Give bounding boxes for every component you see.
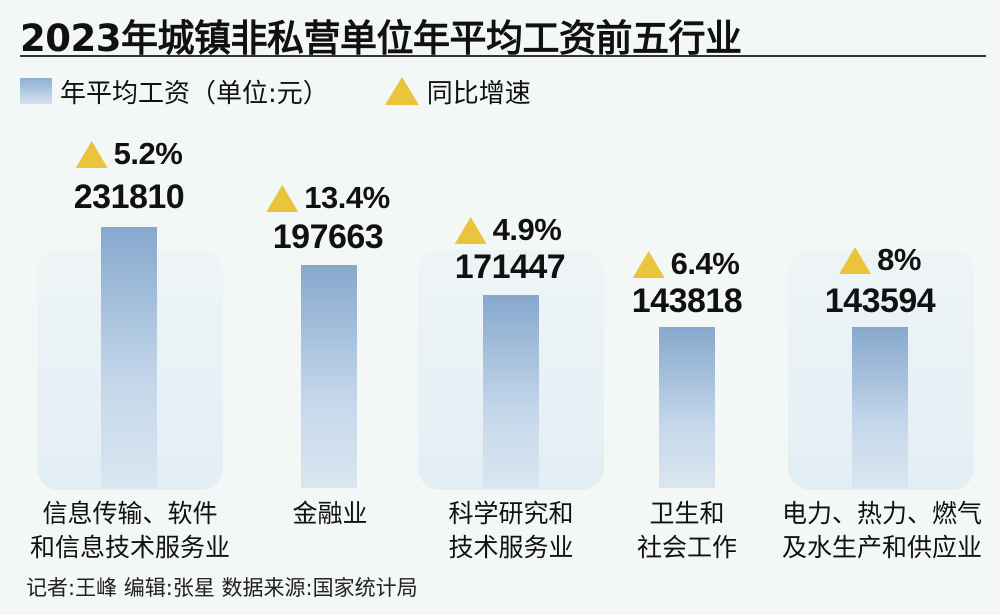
wage-bar <box>101 227 157 488</box>
growth-label: 4.9% <box>454 210 562 250</box>
growth-label: 13.4% <box>266 178 390 218</box>
wage-value: 197663 <box>272 218 384 256</box>
wage-value: 171447 <box>454 248 566 286</box>
category-label: 科学研究和 技术服务业 <box>448 499 574 562</box>
wage-value: 231810 <box>73 178 185 216</box>
up-triangle-icon <box>839 246 872 274</box>
growth-label: 5.2% <box>75 134 183 174</box>
up-triangle-icon <box>75 140 108 168</box>
growth-label: 8% <box>839 240 921 280</box>
credits-footer: 记者:王峰 编辑:张星 数据来源:国家统计局 <box>26 576 418 600</box>
wage-swatch-icon <box>20 78 52 104</box>
wage-bar <box>852 327 908 488</box>
wage-value: 143594 <box>824 282 936 320</box>
up-triangle-icon <box>454 216 487 244</box>
wage-bar <box>659 327 715 488</box>
category-label: 金融业 <box>292 499 368 528</box>
wage-bar <box>301 265 357 488</box>
growth-label: 6.4% <box>632 244 740 284</box>
up-triangle-icon <box>632 250 665 278</box>
up-triangle-icon <box>266 184 299 212</box>
wage-value: 143818 <box>631 282 743 320</box>
chart-title: 2023年城镇非私营单位年平均工资前五行业 <box>20 17 742 60</box>
category-label: 信息传输、软件 和信息技术服务业 <box>29 499 231 562</box>
wage-bar <box>483 295 539 488</box>
title-divider <box>20 55 986 57</box>
category-label: 电力、热力、燃气 及水生产和供应业 <box>781 499 983 562</box>
growth-triangle-icon <box>384 77 419 105</box>
legend-growth-label: 同比增速 <box>426 78 531 109</box>
legend-wage-label: 年平均工资（单位:元） <box>60 78 329 109</box>
legend: 年平均工资（单位:元） 同比增速 <box>20 74 531 109</box>
category-label: 卫生和 社会工作 <box>636 499 738 562</box>
